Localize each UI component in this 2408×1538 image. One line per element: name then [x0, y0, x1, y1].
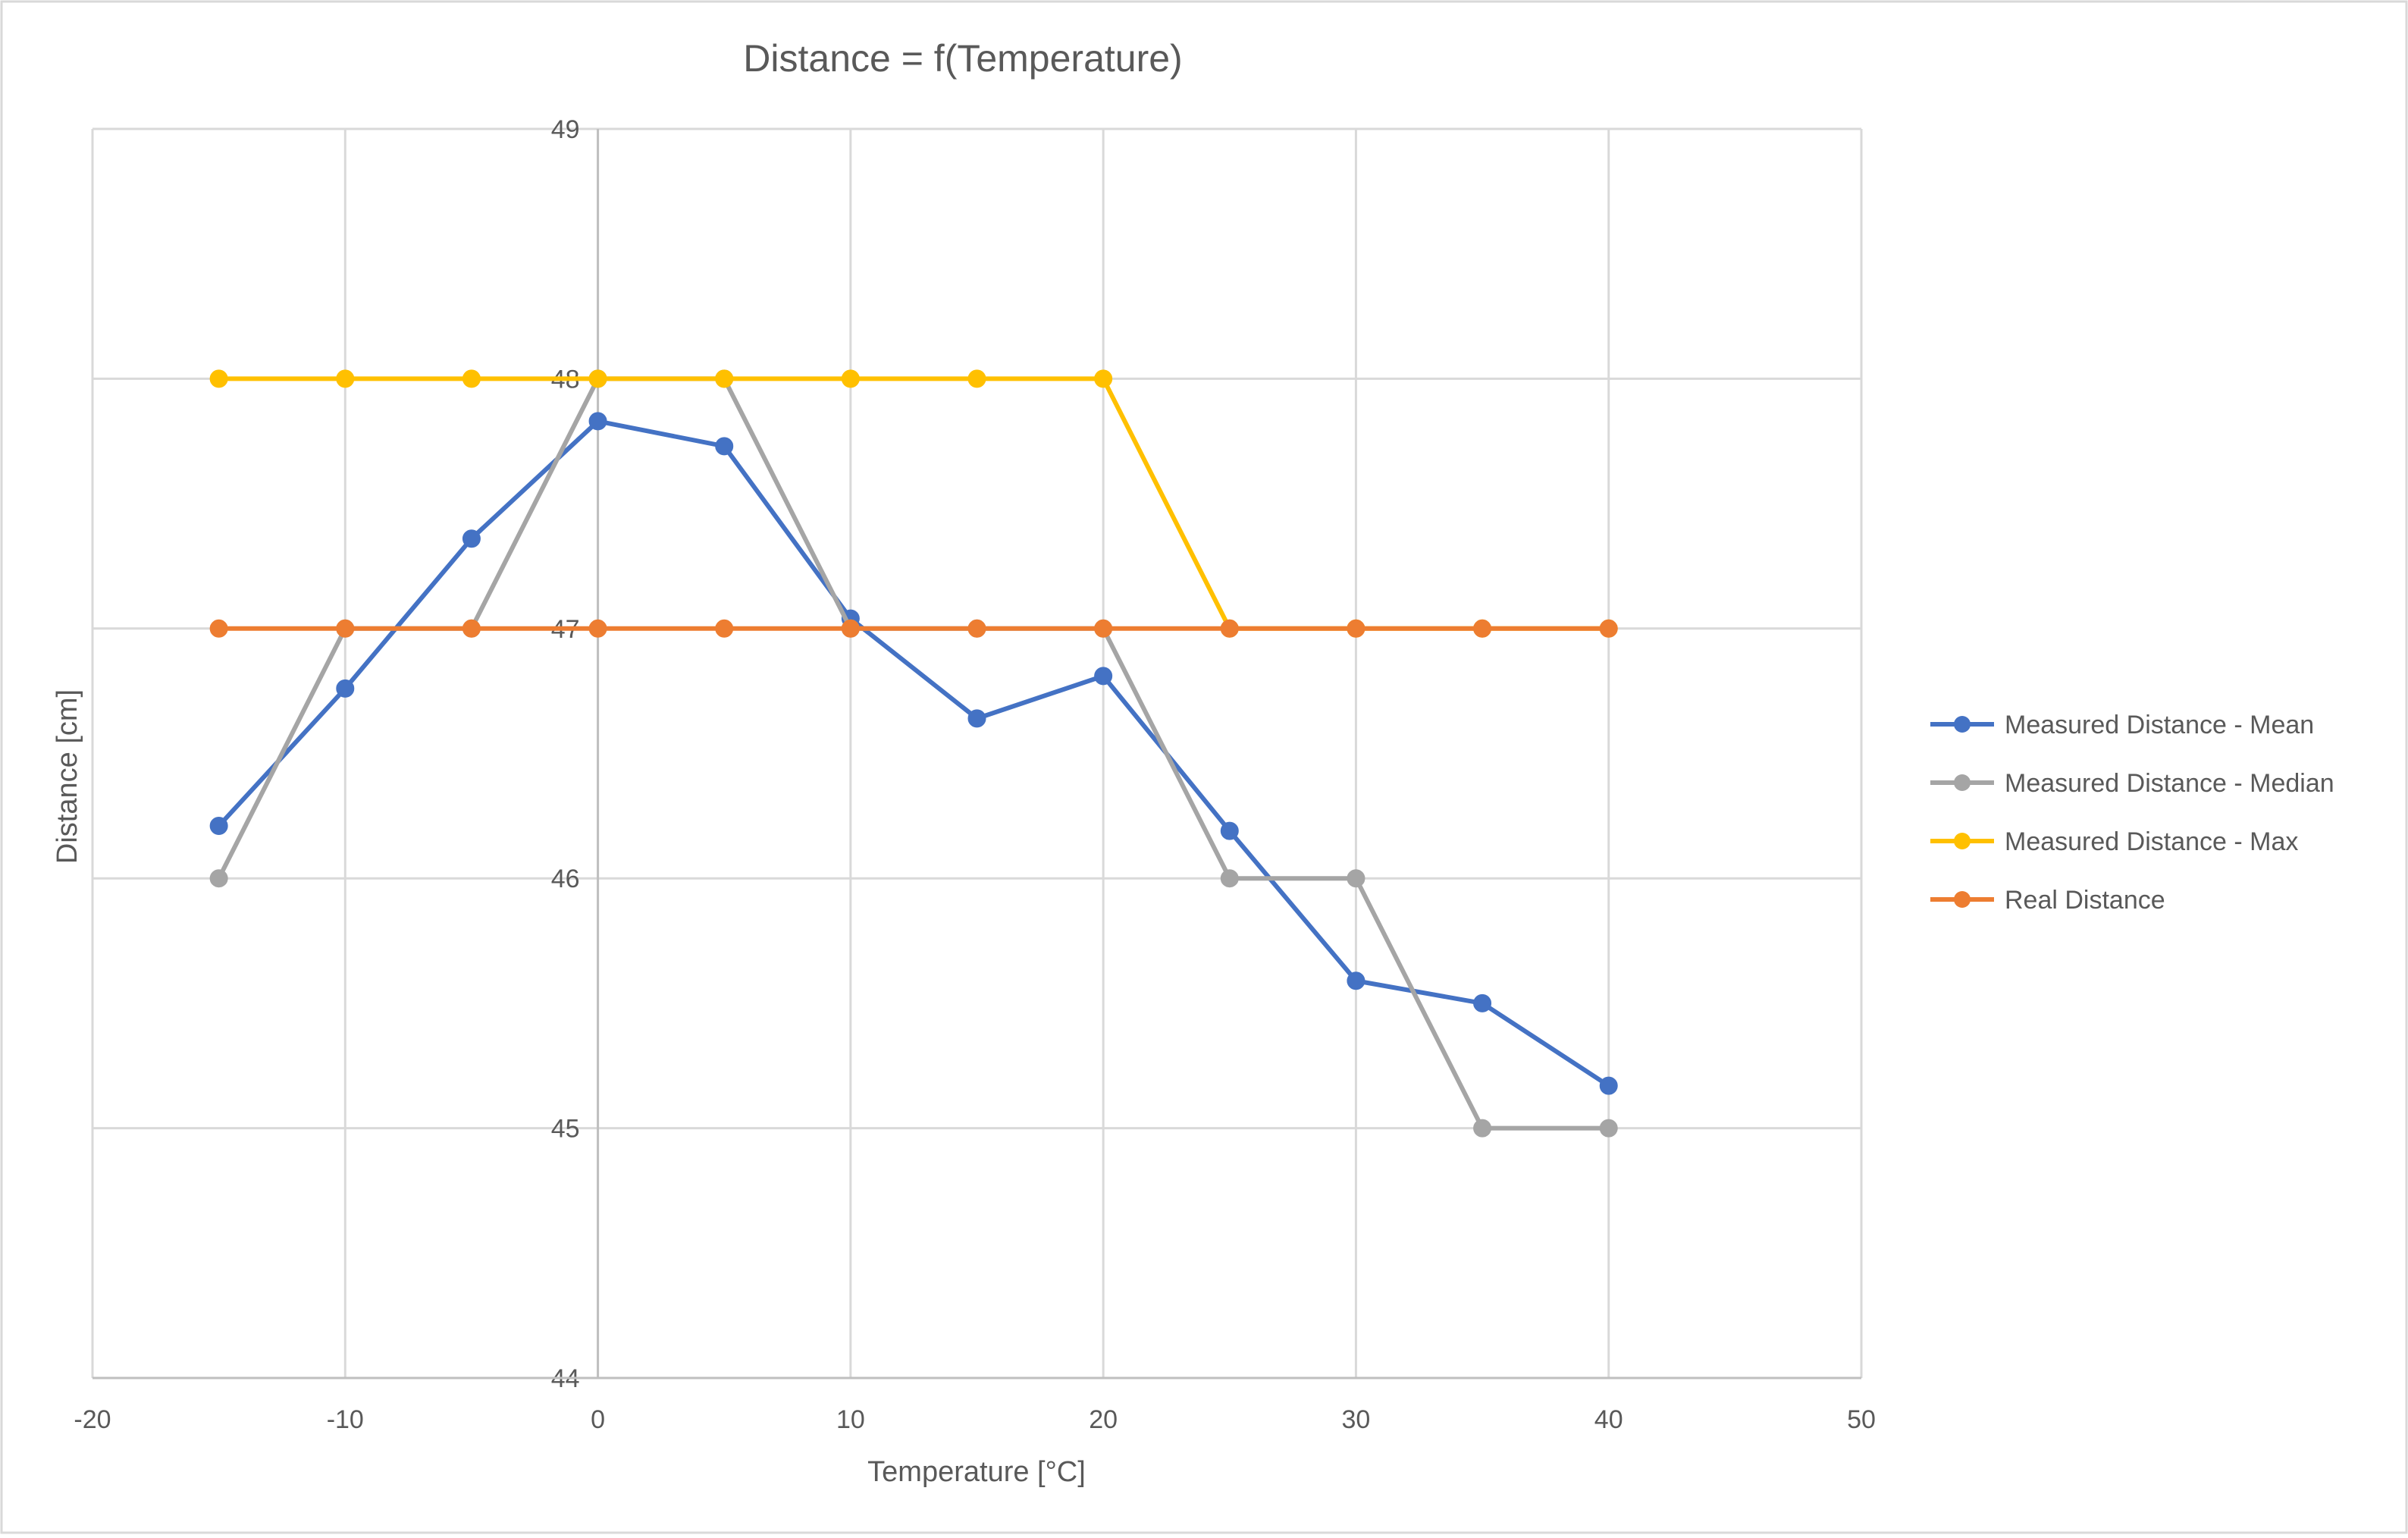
legend-marker: [1954, 716, 1971, 733]
legend-marker: [1954, 891, 1971, 908]
data-point: [967, 619, 986, 638]
data-point: [967, 709, 986, 728]
data-point: [1220, 619, 1239, 638]
legend-label: Measured Distance - Mean: [2005, 711, 2314, 739]
chart-title: Distance = f(Temperature): [743, 37, 1182, 80]
legend-label: Measured Distance - Median: [2005, 769, 2334, 798]
legend-label: Real Distance: [2005, 886, 2165, 915]
series-real-distance: [209, 619, 1618, 638]
data-point: [588, 619, 607, 638]
x-tick-label: 40: [1594, 1405, 1623, 1434]
data-point: [715, 437, 734, 456]
y-tick-label: 46: [551, 865, 580, 893]
data-point: [1347, 869, 1365, 888]
data-point: [1347, 619, 1365, 638]
data-point: [1094, 619, 1113, 638]
data-point: [715, 369, 734, 388]
data-point: [336, 679, 355, 698]
legend-item: Measured Distance - Median: [1930, 769, 2334, 798]
data-point: [462, 619, 481, 638]
x-tick-label: 0: [591, 1405, 605, 1434]
data-point: [336, 369, 355, 388]
data-point: [1347, 971, 1365, 990]
data-point: [462, 369, 481, 388]
data-point: [588, 369, 607, 388]
data-point: [1599, 1119, 1618, 1138]
data-point: [841, 369, 860, 388]
x-tick-label: 10: [836, 1405, 865, 1434]
x-tick-label: 30: [1342, 1405, 1371, 1434]
legend-label: Measured Distance - Max: [2005, 827, 2298, 856]
data-point: [336, 619, 355, 638]
y-axis-title: Distance [cm]: [52, 689, 83, 864]
legend-item: Measured Distance - Max: [1930, 827, 2298, 856]
data-point: [1220, 821, 1239, 840]
data-point: [209, 817, 228, 836]
legend-marker: [1954, 833, 1971, 849]
data-point: [1473, 993, 1492, 1012]
y-tick-label: 45: [551, 1115, 580, 1144]
legend-marker: [1954, 774, 1971, 791]
data-point: [1599, 1076, 1618, 1095]
data-point: [715, 619, 734, 638]
data-point: [1599, 619, 1618, 638]
data-point: [588, 412, 607, 431]
data-point: [1473, 1119, 1492, 1138]
y-tick-label: 49: [551, 115, 580, 144]
data-point: [1094, 667, 1113, 686]
data-point: [967, 369, 986, 388]
x-tick-label: 50: [1847, 1405, 1876, 1434]
legend-item: Real Distance: [1930, 886, 2165, 915]
data-point: [209, 369, 228, 388]
data-point: [1094, 369, 1113, 388]
data-point: [1220, 869, 1239, 888]
x-tick-label: 20: [1089, 1405, 1118, 1434]
x-tick-label: -20: [74, 1405, 111, 1434]
legend: Measured Distance - Mean Measured Distanc…: [1930, 711, 2334, 915]
data-point: [462, 529, 481, 548]
data-point: [1473, 619, 1492, 638]
x-tick-label: -10: [327, 1405, 364, 1434]
x-axis-title: Temperature [°C]: [867, 1456, 1086, 1488]
series-measured-distance-mean: [209, 412, 1618, 1095]
data-point: [209, 869, 228, 888]
series-group: [209, 369, 1618, 1138]
data-point: [209, 619, 228, 638]
data-point: [841, 619, 860, 638]
series-line-measured-distance-mean: [216, 419, 1611, 1088]
legend-item: Measured Distance - Mean: [1930, 711, 2314, 739]
